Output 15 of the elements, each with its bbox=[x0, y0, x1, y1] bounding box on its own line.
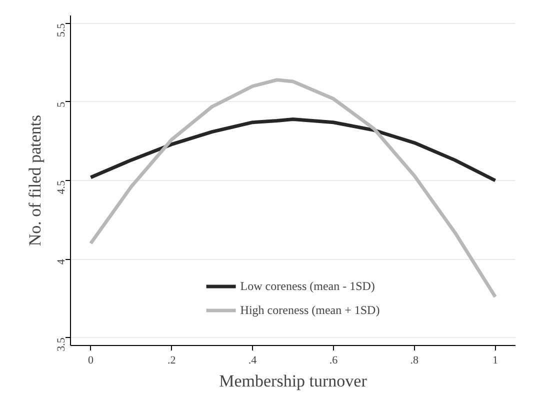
y-tick-label: 4.5 bbox=[56, 180, 68, 194]
legend-label: High coreness (mean + 1SD) bbox=[240, 302, 380, 318]
x-axis-title: Membership turnover bbox=[219, 372, 368, 390]
x-tick-label: 1 bbox=[492, 354, 498, 366]
x-tick-label: 0 bbox=[88, 354, 94, 366]
y-tick-label: 4 bbox=[56, 258, 68, 265]
x-tick-label: .2 bbox=[168, 354, 176, 366]
y-tick-label: 3.5 bbox=[56, 337, 68, 352]
y-tick-label: 5 bbox=[56, 101, 68, 108]
x-tick-label: .6 bbox=[329, 354, 338, 366]
x-tick-label: .8 bbox=[410, 354, 419, 366]
y-axis-title: No. of filed patents bbox=[26, 114, 44, 246]
y-tick-label: 5.5 bbox=[56, 22, 68, 38]
x-tick-label: .4 bbox=[248, 354, 258, 366]
legend-label: Low coreness (mean - 1SD) bbox=[240, 278, 375, 294]
